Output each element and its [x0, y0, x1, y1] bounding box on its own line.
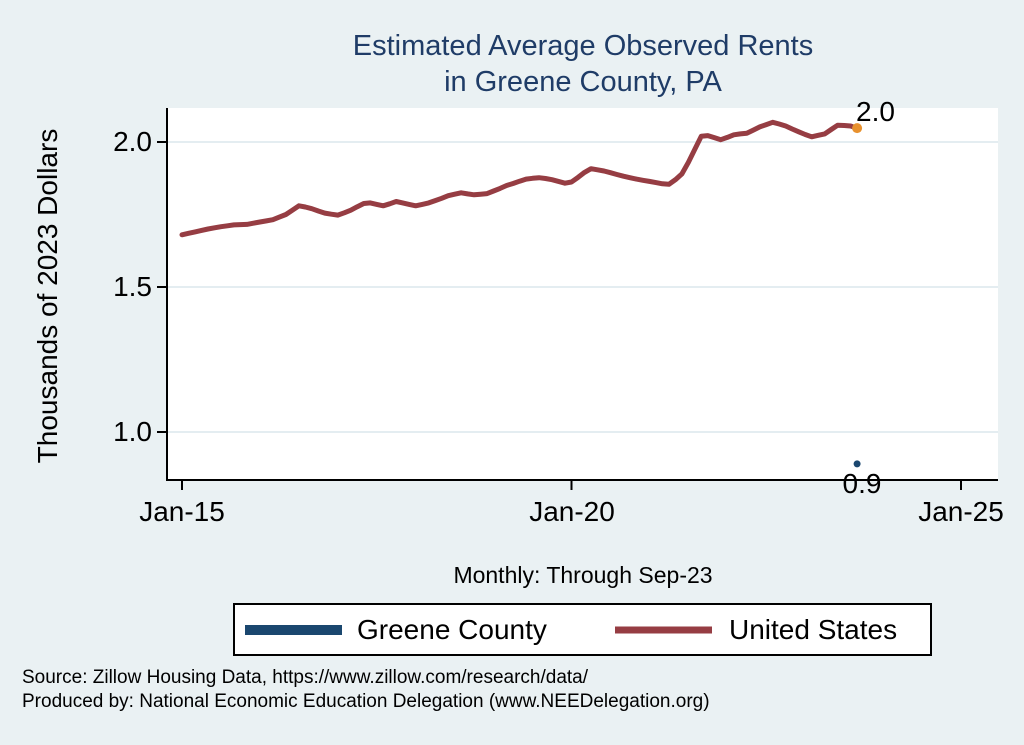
chart-title-line1: Estimated Average Observed Rents	[352, 30, 814, 62]
us-last-value-annotation: 2.0	[856, 96, 895, 127]
y-tick-label-1.0: 1.0	[113, 416, 152, 447]
produced-by-line: Produced by: National Economic Education…	[22, 691, 710, 712]
united-states-legend-label: United States	[729, 613, 898, 645]
line-chart-svg	[157, 108, 998, 490]
us-end-marker	[852, 123, 863, 134]
source-line: Source: Zillow Housing Data, https://www…	[22, 667, 589, 688]
united-states-legend-swatch	[615, 626, 712, 633]
legend-box: Greene County United States	[233, 603, 932, 656]
y-axis-title: Thousands of 2023 Dollars	[32, 128, 63, 464]
y-tick-label-1.5: 1.5	[113, 271, 152, 302]
chart-title-line2: in Greene County, PA	[444, 66, 722, 98]
plot-area	[157, 108, 998, 490]
greene-county-point	[853, 460, 861, 468]
chart-title: Estimated Average Observed Rents in Gree…	[142, 28, 1024, 100]
x-tick-label-jan25: Jan-25	[918, 496, 1004, 527]
y-tick-label-2.0: 2.0	[113, 126, 152, 157]
chart-subtitle: Monthly: Through Sep-23	[453, 562, 713, 588]
source-note: Source: Zillow Housing Data, https://www…	[22, 666, 710, 714]
united-states-line	[179, 119, 860, 238]
x-tick-label-jan20: Jan-20	[529, 496, 615, 527]
greene-county-legend-label: Greene County	[357, 613, 547, 645]
greene-last-value-annotation: 0.9	[842, 468, 882, 499]
x-tick-label-jan15: Jan-15	[139, 496, 225, 527]
greene-county-legend-swatch	[245, 624, 342, 635]
